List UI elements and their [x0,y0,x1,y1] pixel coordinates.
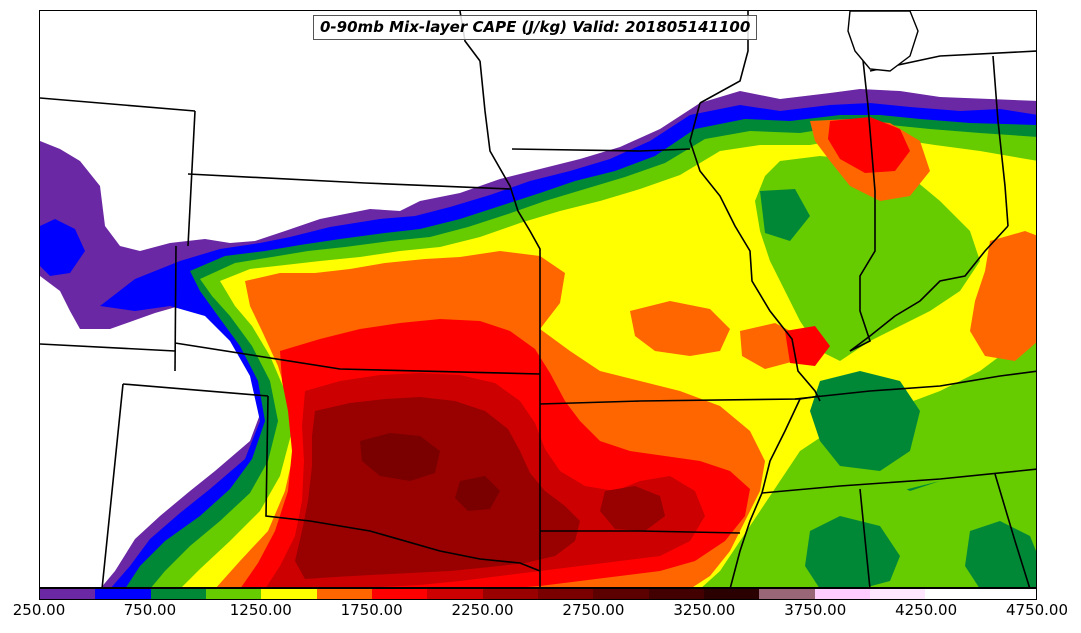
colorbar-segment [150,589,206,599]
colorbar-tick-labels: 250.00 750.00 1250.00 1750.00 2250.00 2750.00… [0,601,1081,625]
colorbar-segment [925,589,981,599]
boundary-nm-ok-panhandle [122,383,269,397]
boundary-co-nm [40,343,176,352]
colorbar-segment [482,589,538,599]
boundary-in-oh [992,55,1009,227]
boundary-tn-ms-al [761,468,1036,494]
boundary-co-ne [187,173,511,190]
colorbar-tick-label: 750.00 [123,601,177,619]
boundary-ar-ms-river [729,398,801,587]
colorbar-segment [593,589,649,599]
colorbar-tick-label: 3750.00 [784,601,847,619]
cape-field-map [40,11,1036,587]
cape-colorbar [39,588,1037,600]
colorbar-segment [95,589,151,599]
colorbar-segment [40,589,96,599]
colorbar-segment [261,589,317,599]
colorbar-segment [648,589,704,599]
colorbar-tick-label: 2250.00 [451,601,514,619]
colorbar-tick-label: 1250.00 [229,601,292,619]
boundary-ms-al [859,488,871,587]
boundary-ok-tx [265,395,541,572]
state-boundaries [40,11,1036,587]
boundary-ia-il-river [689,102,821,402]
boundary-ohio-river [849,225,1009,352]
cape-band-1250-interior [755,156,980,361]
colorbar-tick-label: 250.00 [12,601,66,619]
boundary-ky-tn [794,370,1036,400]
boundary-al-ga [994,473,1031,587]
boundary-ar-la [540,530,741,534]
colorbar-segment [371,589,428,599]
colorbar-segment [427,589,483,599]
colorbar-segment [316,589,372,599]
colorbar-tick-label: 4250.00 [895,601,958,619]
colorbar-tick-label: 3250.00 [673,601,736,619]
map-title: 0-90mb Mix-layer CAPE (J/kg) Valid: 2018… [313,15,758,40]
boundary-il-in [849,50,876,352]
cape-band-2750 [360,433,500,511]
lake-outlines [847,11,919,72]
colorbar-tick-label: 1750.00 [340,601,403,619]
cape-band-1000-southeast [805,516,1036,587]
colorbar-segment [759,589,815,599]
colorbar-tick-label: 4750.00 [1005,601,1069,619]
colorbar-segment [814,589,870,599]
lake-michigan [847,11,919,72]
colorbar-segment [703,589,760,599]
boundary-ne-ia [479,60,541,374]
map-frame [39,10,1037,588]
boundary-ia-mo [511,148,691,152]
colorbar-tick-label: 2750.00 [562,601,625,619]
colorbar-segment [205,589,262,599]
colorbar-segment [537,589,594,599]
boundary-ne-sd [40,97,196,112]
boundary-ne-ks [174,342,541,375]
boundary-wy-ne [187,110,196,247]
colorbar-segment [980,589,1036,599]
boundary-nm-tx [101,383,124,587]
cape-band-1000-interior [760,189,1000,576]
boundary-co-ks [174,245,177,372]
cape-contour-fill [40,89,1036,587]
colorbar-segment [869,589,926,599]
